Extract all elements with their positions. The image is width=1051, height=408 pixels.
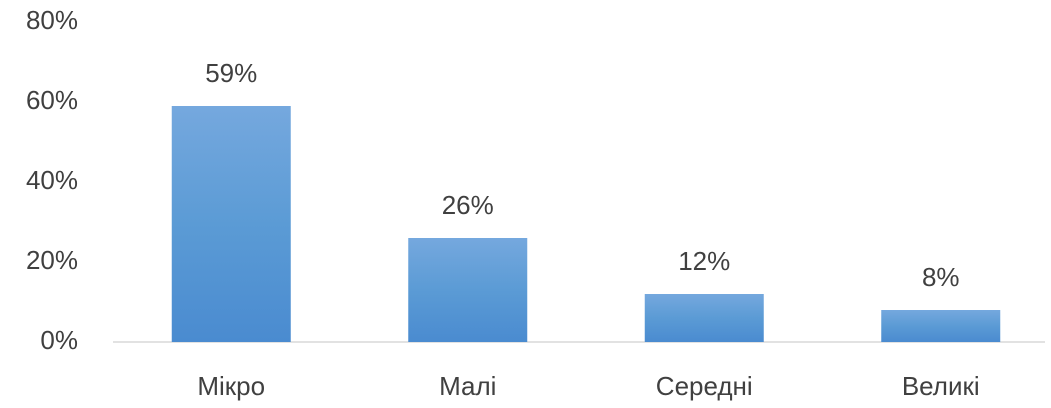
bar	[644, 294, 764, 342]
y-tick-label: 0%	[40, 325, 78, 355]
bar	[171, 106, 291, 342]
x-tick-label: Мікро	[197, 371, 265, 401]
x-tick-label: Малі	[439, 371, 496, 401]
bar	[408, 238, 528, 342]
y-tick-label: 40%	[26, 165, 78, 195]
y-tick-label: 60%	[26, 85, 78, 115]
data-label: 12%	[678, 246, 730, 276]
data-label: 26%	[442, 190, 494, 220]
bar	[881, 310, 1001, 342]
x-tick-label: Великі	[902, 371, 980, 401]
data-label: 8%	[922, 262, 960, 292]
y-tick-label: 20%	[26, 245, 78, 275]
y-tick-label: 80%	[26, 5, 78, 35]
x-tick-label: Середні	[656, 371, 753, 401]
data-label: 59%	[205, 58, 257, 88]
